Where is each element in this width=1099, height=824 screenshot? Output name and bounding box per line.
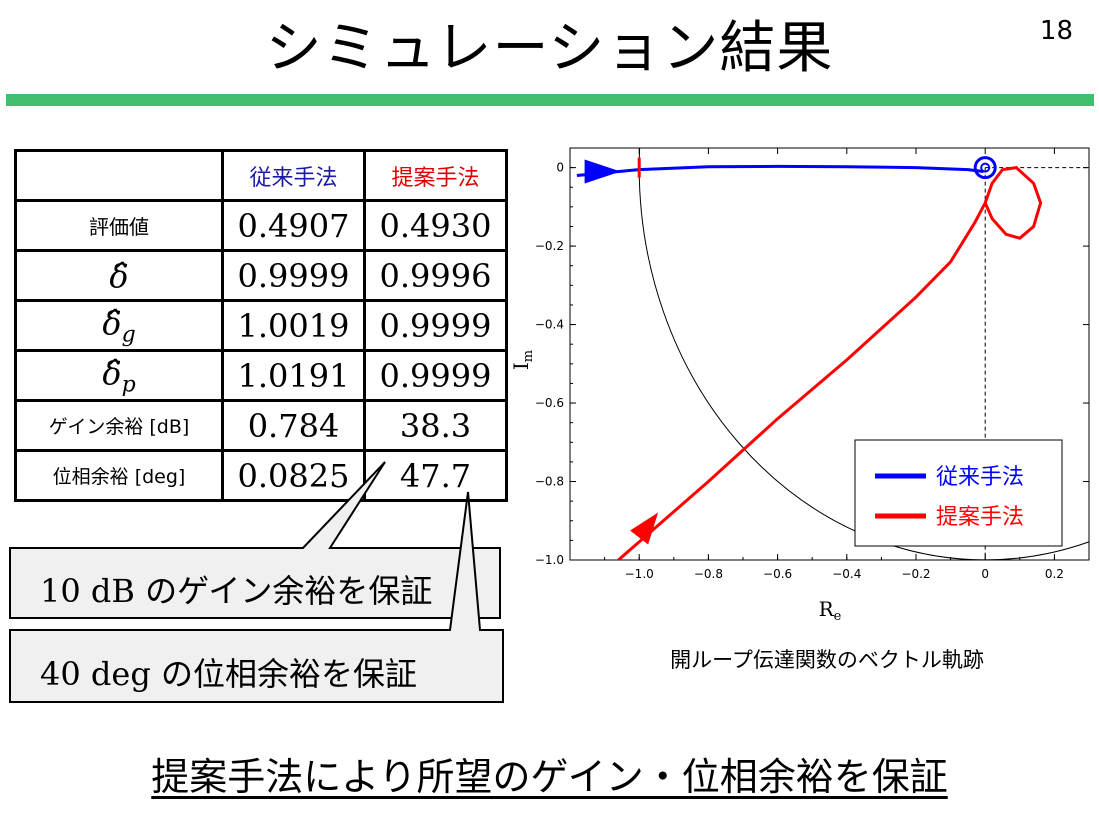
cell-conventional: 1.0019 (221, 299, 366, 352)
x-axis-label: Re (819, 597, 842, 624)
header-proposed: 提案手法 (363, 149, 508, 202)
slide-footer: 提案手法により所望のゲイン・位相余裕を保証 (151, 755, 948, 799)
row-label: δ̂g (102, 303, 136, 348)
cell-conventional: 0.0825 (221, 449, 366, 502)
critical-point-inner-marker (980, 162, 991, 173)
legend-label-conventional: 従来手法 (936, 465, 1024, 490)
cell-proposed: 0.9996 (363, 249, 508, 302)
y-axis-label: Im (509, 350, 536, 370)
cell-conventional: 1.0191 (221, 349, 366, 402)
y-tick-label: −1.0 (535, 553, 564, 567)
x-tick-label: −0.2 (901, 567, 930, 581)
y-tick-label: −0.6 (535, 396, 564, 410)
series-conventional-line (576, 164, 984, 177)
x-tick-label: 0.2 (1045, 567, 1064, 581)
callout-box-gain (9, 461, 501, 619)
x-tick-label: −0.8 (694, 567, 723, 581)
unit-circle (638, 148, 1089, 560)
table-row: 評価値 0.4907 0.4930 (14, 199, 508, 252)
cell-proposed: 38.3 (363, 399, 508, 452)
axis-tick-labels: −1.0 −0.8 −0.6 −0.4 −0.2 0 0.2 0 −0.2 −0.4 −0.6 −0.… (535, 161, 1064, 581)
proposed-direction-arrow (630, 512, 659, 545)
axis-ticks (570, 148, 1090, 561)
table-row: δ̂g 1.0019 0.9999 (14, 299, 508, 352)
row-label: 位相余裕 [deg] (14, 449, 224, 502)
callout-phase-text: 40 deg の位相余裕を保証 (40, 655, 417, 693)
slide-title: シミュレーション結果 (265, 16, 834, 81)
row-label: δ̂p (102, 353, 136, 398)
callout-gain-text: 10 dB のゲイン余裕を保証 (40, 572, 433, 610)
header-conventional: 従来手法 (221, 149, 366, 202)
legend-label-proposed: 提案手法 (936, 505, 1024, 530)
conventional-direction-arrow (584, 159, 621, 184)
x-tick-label: 0 (981, 567, 989, 581)
critical-point-marker (973, 156, 997, 180)
legend-box (854, 439, 1063, 547)
cell-proposed: 0.9999 (363, 299, 508, 352)
series-proposed-line (617, 166, 1043, 560)
y-tick-label: −0.8 (535, 475, 564, 489)
x-tick-label: −0.6 (763, 567, 792, 581)
table-row: ゲイン余裕 [dB] 0.784 38.3 (14, 399, 508, 452)
x-tick-label: −1.0 (625, 567, 654, 581)
y-tick-label: 0 (556, 161, 564, 175)
row-label: δ̂ (109, 256, 129, 295)
y-tick-label: −0.2 (535, 239, 564, 253)
table-header-empty (14, 149, 224, 202)
results-table: 従来手法 提案手法 評価値 0.4907 0.4930 δ̂ 0.9999 0.… (14, 149, 508, 502)
row-label: ゲイン余裕 [dB] (14, 399, 224, 452)
cell-conventional: 0.9999 (221, 249, 366, 302)
plot-caption: 開ループ伝達関数のベクトル軌跡 (670, 648, 984, 672)
page-number: 18 (1039, 16, 1073, 46)
cell-proposed: 0.4930 (363, 199, 508, 252)
callout-box-phase (9, 491, 504, 703)
nyquist-plot: −1.0 −0.8 −0.6 −0.4 −0.2 0 0.2 0 −0.2 −0.4 −0.6 −0.… (509, 147, 1090, 624)
cell-conventional: 0.784 (221, 399, 366, 452)
row-label: 評価値 (14, 199, 224, 252)
y-tick-label: −0.4 (535, 318, 564, 332)
cell-conventional: 0.4907 (221, 199, 366, 252)
title-divider (6, 94, 1094, 106)
table-header-row: 従来手法 提案手法 (14, 149, 508, 202)
table-row: δ̂ 0.9999 0.9996 (14, 249, 508, 302)
cell-proposed: 0.9999 (363, 349, 508, 402)
cell-proposed: 47.7 (363, 449, 508, 502)
table-row: 位相余裕 [deg] 0.0825 47.7 (14, 449, 508, 502)
x-tick-label: −0.4 (832, 567, 861, 581)
table-row: δ̂p 1.0191 0.9999 (14, 349, 508, 402)
legend: 従来手法 提案手法 (854, 439, 1063, 547)
